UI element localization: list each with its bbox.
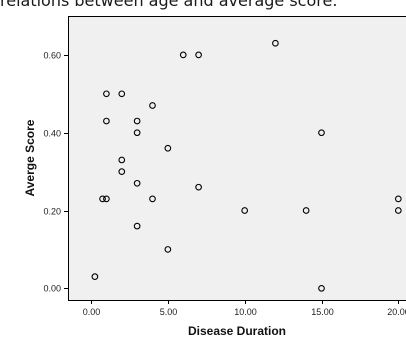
data-point bbox=[149, 195, 156, 203]
data-point bbox=[164, 144, 172, 152]
data-point bbox=[133, 222, 141, 230]
x-axis: 0.00 5.00 10.00 15.00 20.00 bbox=[83, 300, 406, 317]
data-point bbox=[164, 246, 172, 253]
data-point bbox=[99, 195, 106, 203]
x-tick-label: 5.00 bbox=[160, 307, 178, 317]
data-point bbox=[149, 102, 156, 109]
data-point bbox=[103, 117, 110, 125]
x-tick-label: 20.00 bbox=[387, 307, 406, 317]
data-point bbox=[195, 183, 202, 191]
data-point bbox=[133, 129, 141, 137]
y-tick-label: 0.40 bbox=[43, 129, 61, 139]
data-point bbox=[103, 90, 110, 98]
data-point bbox=[394, 207, 402, 214]
data-point bbox=[318, 129, 325, 137]
x-tick-label: 0.00 bbox=[83, 307, 101, 317]
data-point bbox=[318, 284, 325, 292]
data-points bbox=[91, 39, 402, 292]
figure-caption: relations between age and average score. bbox=[0, 0, 338, 10]
y-axis: 0.00 0.20 0.40 0.60 bbox=[43, 51, 68, 294]
data-point bbox=[118, 90, 126, 98]
y-tick-label: 0.00 bbox=[43, 284, 61, 294]
data-point bbox=[272, 39, 279, 47]
data-point bbox=[179, 51, 187, 59]
x-tick-label: 15.00 bbox=[311, 307, 334, 317]
y-axis-title: Averge Score bbox=[23, 119, 37, 196]
data-point bbox=[133, 117, 141, 125]
data-point bbox=[241, 207, 249, 214]
y-tick-label: 0.60 bbox=[43, 51, 61, 61]
data-point bbox=[302, 207, 310, 214]
x-tick-label: 10.00 bbox=[234, 307, 257, 317]
data-point bbox=[133, 179, 141, 187]
data-point bbox=[91, 273, 99, 281]
data-point bbox=[118, 156, 126, 164]
data-point bbox=[103, 195, 110, 203]
y-tick-label: 0.20 bbox=[43, 207, 61, 217]
data-point bbox=[118, 168, 126, 175]
data-point bbox=[195, 51, 202, 59]
x-axis-title: Disease Duration bbox=[188, 324, 286, 338]
data-point bbox=[394, 195, 402, 203]
